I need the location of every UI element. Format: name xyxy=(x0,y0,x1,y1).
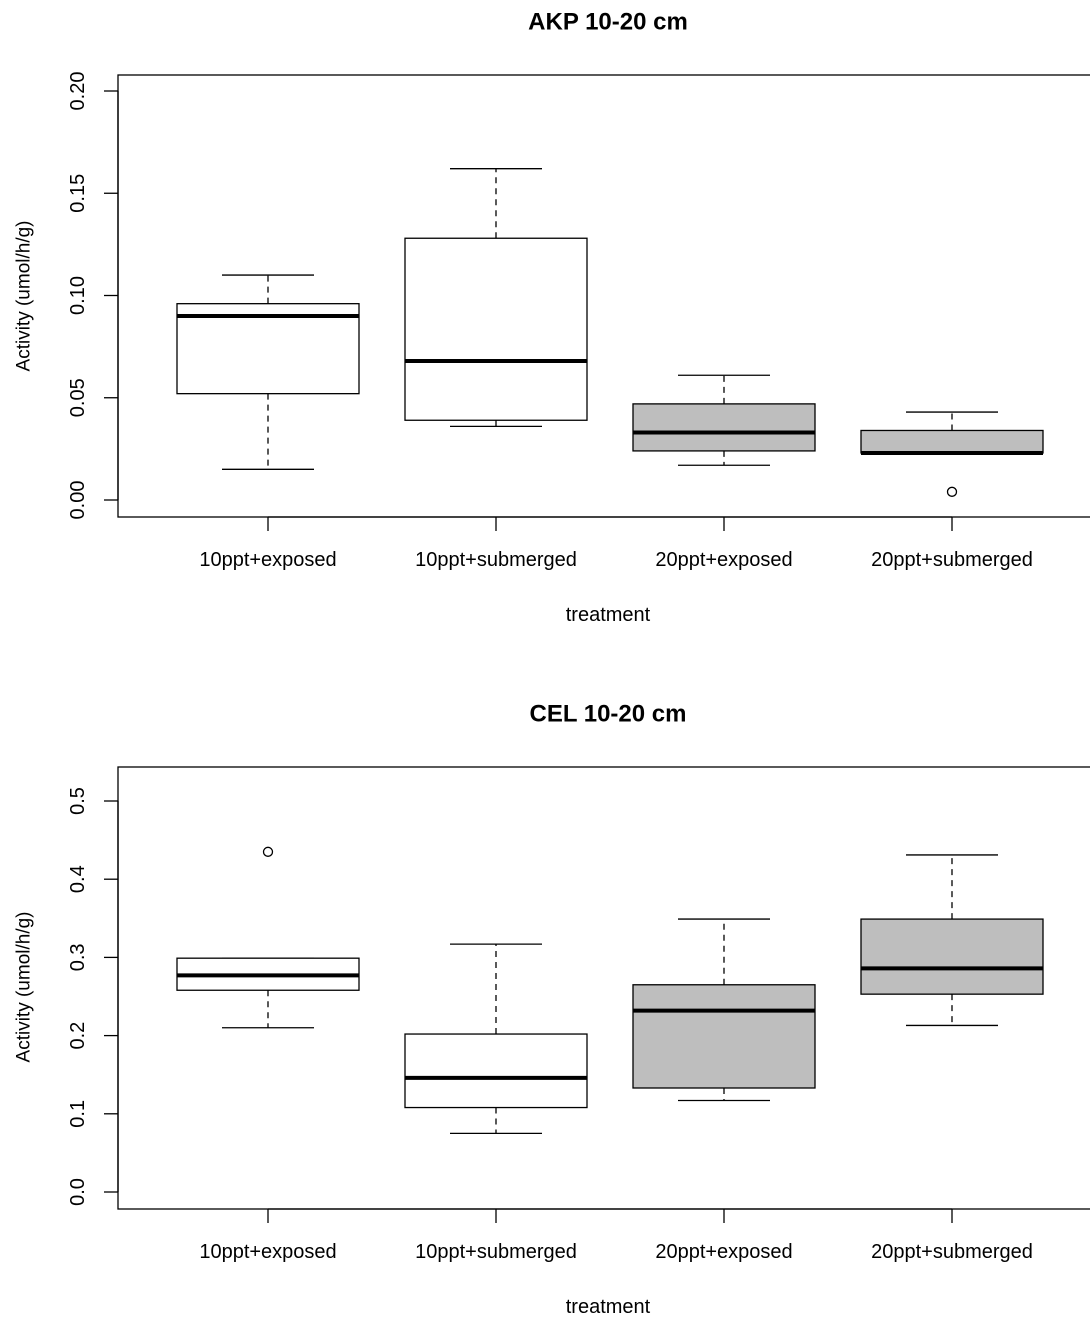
y-tick-label: 0.3 xyxy=(67,943,89,971)
iqr-box xyxy=(404,237,588,421)
x-axis-label: treatment xyxy=(566,1296,651,1318)
x-axis-label: treatment xyxy=(566,604,651,626)
iqr-box xyxy=(860,429,1044,454)
y-tick-label: 0.2 xyxy=(67,1022,89,1050)
chart-panel-2: CEL 10-20 cm 0.0 0.1 0.2 0.3 0.4 0.5 Activity (… xyxy=(14,701,1090,1318)
box-20ppt+exposed xyxy=(632,918,816,1102)
chart-title: CEL 10-20 cm xyxy=(530,701,687,728)
x-tick-label: 20ppt+submerged xyxy=(871,1241,1033,1263)
outlier-point xyxy=(946,486,958,497)
y-tick-label: 0.4 xyxy=(67,865,89,893)
y-tick-label: 0.10 xyxy=(67,276,89,315)
y-tick-label: 0.15 xyxy=(67,174,89,213)
x-tick-label: 20ppt+exposed xyxy=(655,549,792,571)
iqr-box xyxy=(632,403,816,452)
box-20ppt+submerged xyxy=(860,854,1044,1027)
box-20ppt+submerged xyxy=(860,411,1044,497)
y-tick-label: 0.20 xyxy=(67,72,89,111)
x-tick-label: 20ppt+submerged xyxy=(871,549,1033,571)
x-tick-label: 20ppt+exposed xyxy=(655,1241,792,1263)
iqr-box xyxy=(860,918,1044,995)
y-tick-label: 0.5 xyxy=(67,787,89,815)
y-tick-label: 0.1 xyxy=(67,1100,89,1128)
x-tick-label: 10ppt+submerged xyxy=(415,549,577,571)
iqr-box xyxy=(632,984,816,1089)
x-tick-label: 10ppt+exposed xyxy=(199,549,336,571)
box-10ppt+exposed xyxy=(176,846,360,1029)
x-tick-label: 10ppt+exposed xyxy=(199,1241,336,1263)
outlier-point xyxy=(262,846,274,857)
box-20ppt+exposed xyxy=(632,374,816,466)
y-tick-label: 0.00 xyxy=(67,481,89,520)
y-axis-label: Activity (umol/h/g) xyxy=(14,221,35,372)
y-tick-label: 0.05 xyxy=(67,378,89,417)
box-10ppt+exposed xyxy=(176,274,360,470)
box-10ppt+submerged xyxy=(404,168,588,428)
iqr-box xyxy=(176,303,360,395)
chart-panel-1: AKP 10-20 cm 0.00 0.05 0.10 0.15 0.20 Activity… xyxy=(14,9,1090,626)
chart-title: AKP 10-20 cm xyxy=(528,9,688,36)
y-tick-label: 0.0 xyxy=(67,1178,89,1206)
iqr-box xyxy=(404,1033,588,1109)
x-tick-label: 10ppt+submerged xyxy=(415,1241,577,1263)
box-10ppt+submerged xyxy=(404,943,588,1134)
y-axis-label: Activity (umol/h/g) xyxy=(14,912,35,1063)
